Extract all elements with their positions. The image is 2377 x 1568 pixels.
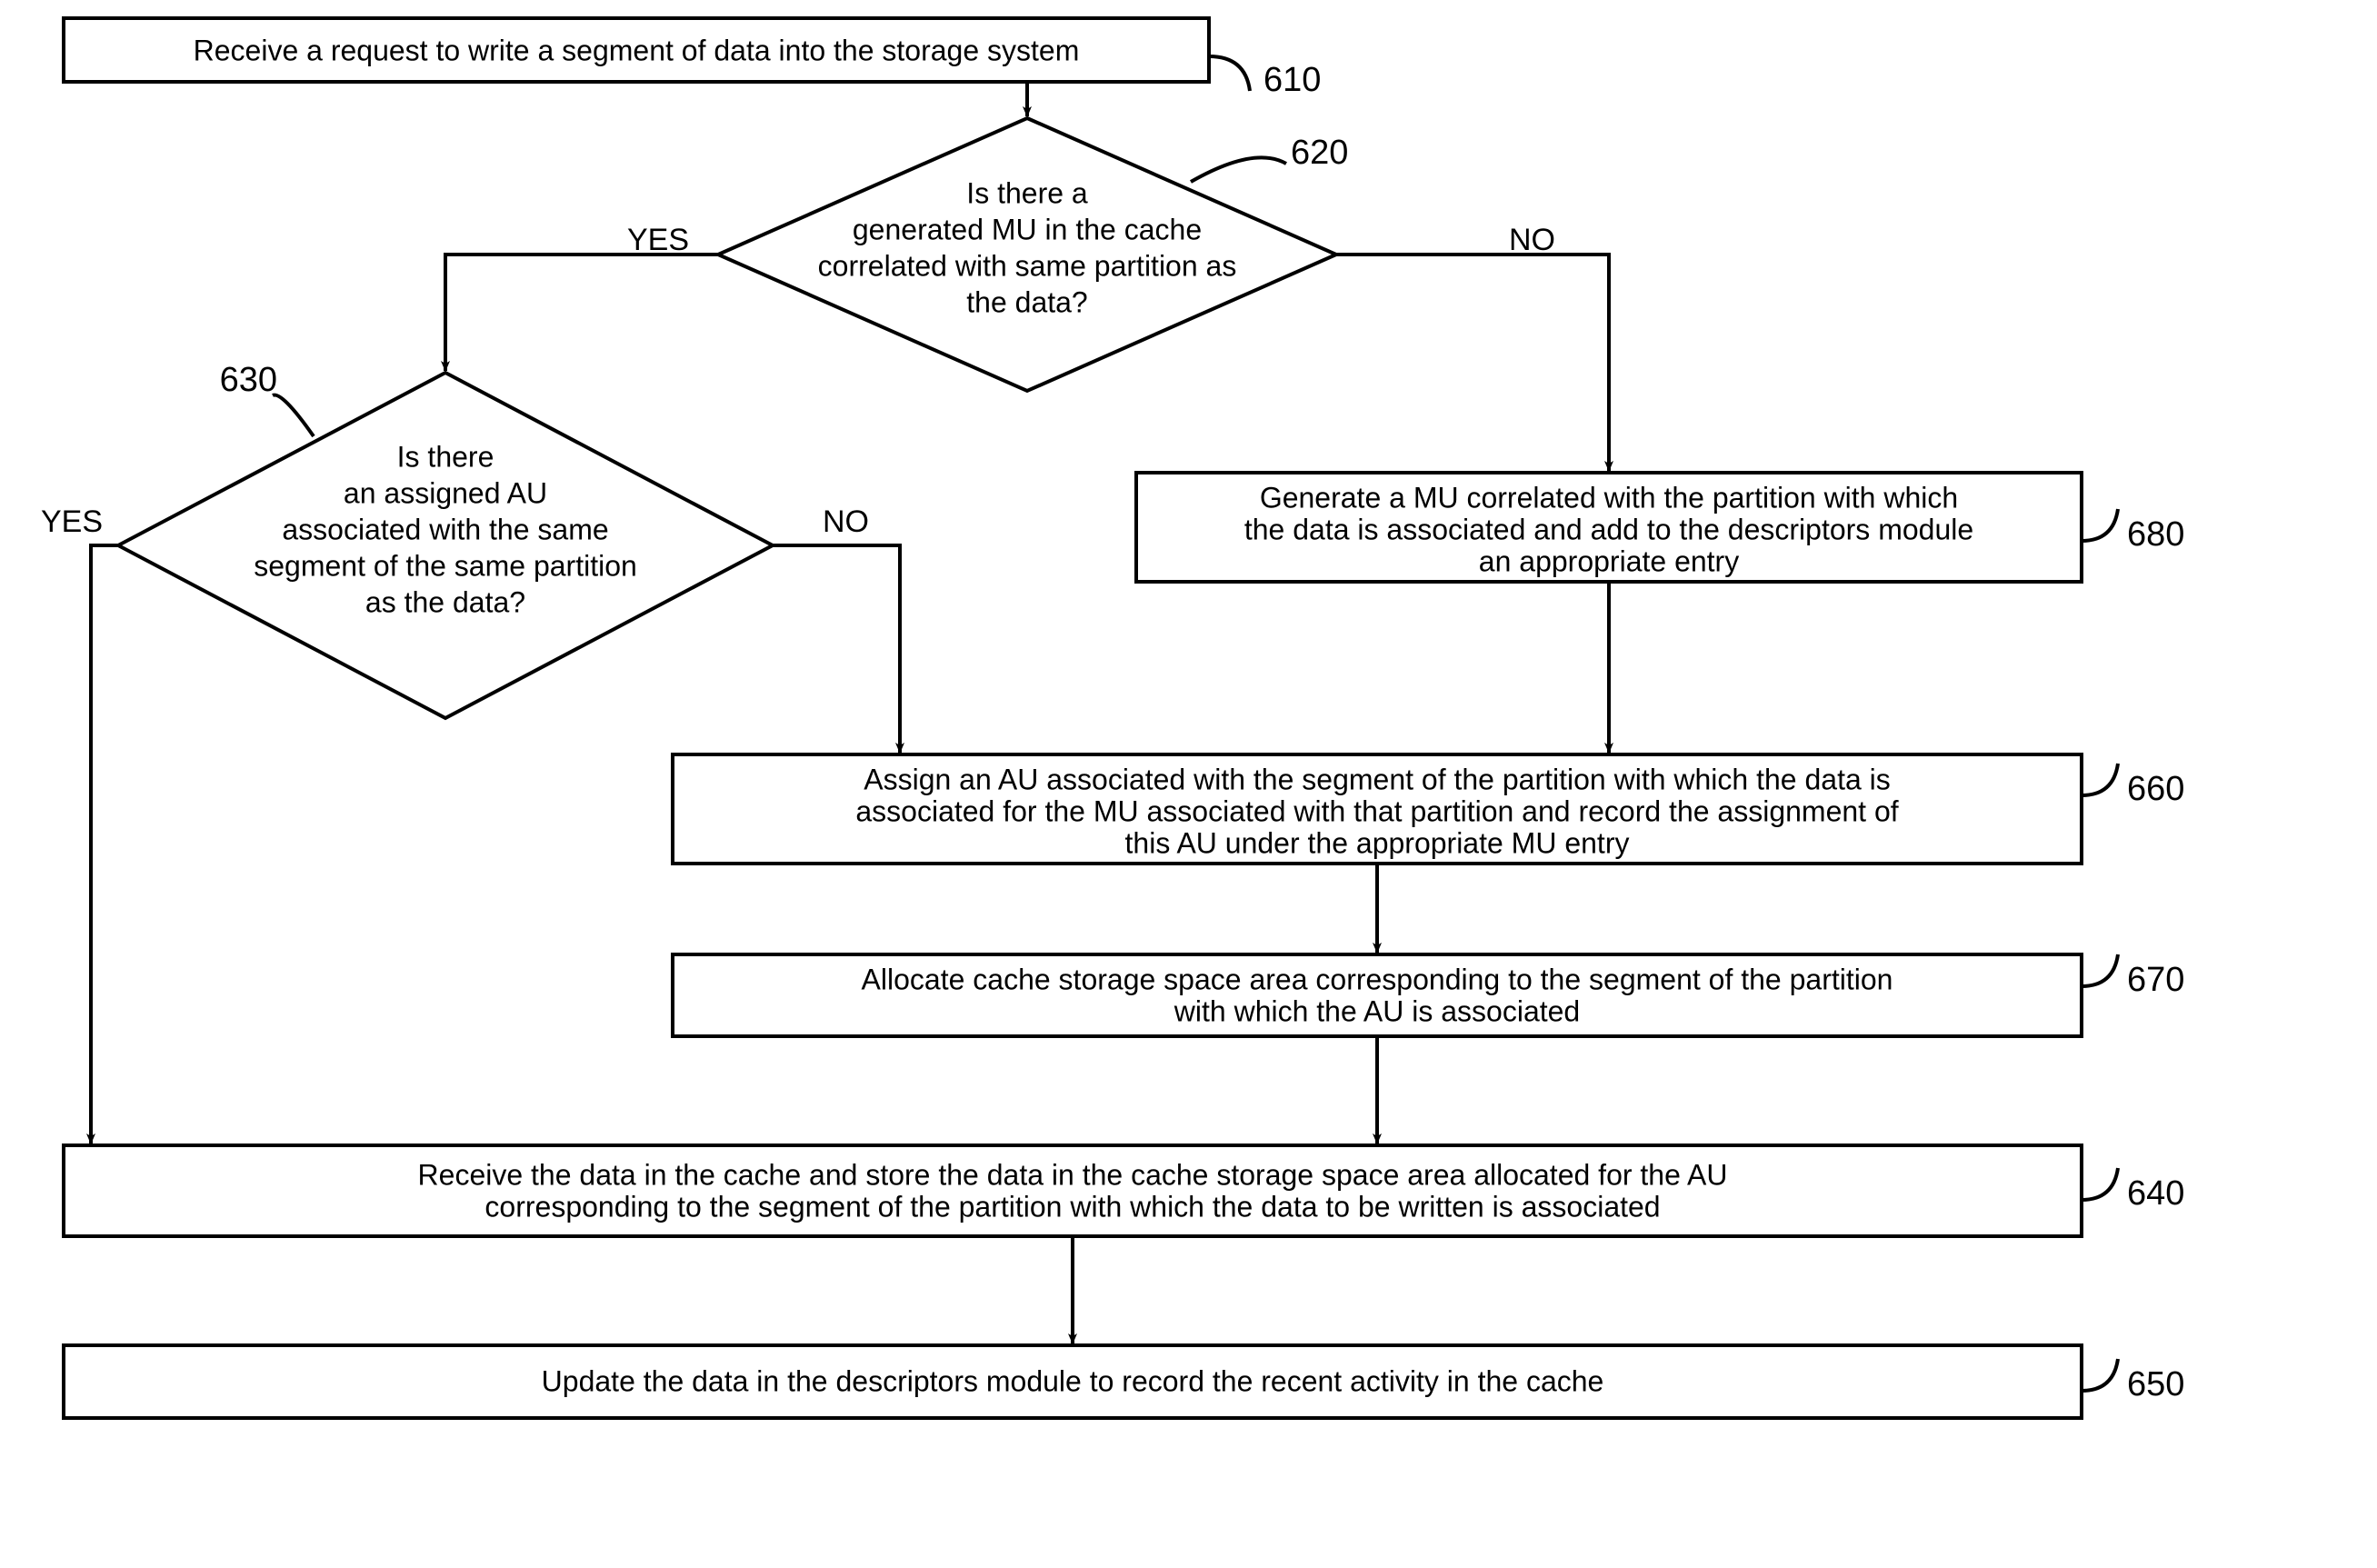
- node-650: Update the data in the descriptors modul…: [64, 1345, 2082, 1418]
- label-yes-620: YES: [627, 223, 689, 257]
- node-670: Allocate cache storage space area corres…: [673, 954, 2082, 1036]
- node-680-l3: an appropriate entry: [1479, 544, 1739, 577]
- leader-630: [273, 395, 314, 436]
- edge-630-640: [91, 545, 118, 1144]
- node-620-l2: generated MU in the cache: [853, 213, 1202, 245]
- node-630-l2: an assigned AU: [344, 476, 547, 509]
- leader-620: [1191, 157, 1286, 182]
- edge-630-660: [773, 545, 900, 753]
- ref-630: 630: [220, 361, 277, 399]
- node-640-l2: corresponding to the segment of the part…: [484, 1190, 1660, 1223]
- leader-670: [2082, 954, 2118, 986]
- ref-660: 660: [2127, 770, 2184, 808]
- node-660-l1: Assign an AU associated with the segment…: [864, 763, 1891, 795]
- label-no-620: NO: [1509, 223, 1555, 257]
- leader-610: [1209, 56, 1250, 91]
- leader-650: [2082, 1359, 2118, 1391]
- leader-680: [2082, 509, 2118, 541]
- node-660-l2: associated for the MU associated with th…: [855, 794, 1898, 827]
- node-630-l4: segment of the same partition: [254, 549, 637, 582]
- node-680: Generate a MU correlated with the partit…: [1136, 473, 2082, 582]
- node-630-l3: associated with the same: [282, 513, 608, 545]
- edge-620-680: [1336, 255, 1609, 471]
- flowchart: Receive a request to write a segment of …: [0, 0, 2377, 1568]
- leader-640: [2082, 1168, 2118, 1200]
- node-640: Receive the data in the cache and store …: [64, 1145, 2082, 1236]
- node-610-text: Receive a request to write a segment of …: [194, 34, 1080, 66]
- ref-680: 680: [2127, 515, 2184, 554]
- node-680-l2: the data is associated and add to the de…: [1244, 513, 1973, 545]
- node-660-l3: this AU under the appropriate MU entry: [1125, 826, 1630, 859]
- node-630-l5: as the data?: [365, 585, 525, 618]
- node-660: Assign an AU associated with the segment…: [673, 754, 2082, 864]
- node-670-l1: Allocate cache storage space area corres…: [862, 963, 1893, 995]
- ref-650: 650: [2127, 1365, 2184, 1403]
- label-no-630: NO: [823, 504, 869, 539]
- ref-610: 610: [1263, 61, 1321, 99]
- node-620-l3: correlated with same partition as: [818, 249, 1237, 282]
- node-630-l1: Is there: [397, 440, 494, 473]
- node-620-l1: Is there a: [966, 176, 1088, 209]
- node-610: Receive a request to write a segment of …: [64, 18, 1209, 82]
- ref-620: 620: [1291, 134, 1348, 172]
- node-640-l1: Receive the data in the cache and store …: [418, 1158, 1728, 1191]
- node-630: Is there an assigned AU associated with …: [118, 373, 773, 718]
- node-680-l1: Generate a MU correlated with the partit…: [1260, 481, 1958, 514]
- ref-670: 670: [2127, 961, 2184, 999]
- edge-620-630: [445, 255, 718, 371]
- node-620-l4: the data?: [966, 285, 1087, 318]
- leader-660: [2082, 764, 2118, 795]
- node-650-l1: Update the data in the descriptors modul…: [542, 1364, 1604, 1397]
- label-yes-630: YES: [41, 504, 103, 539]
- node-670-l2: with which the AU is associated: [1174, 994, 1580, 1027]
- ref-640: 640: [2127, 1174, 2184, 1213]
